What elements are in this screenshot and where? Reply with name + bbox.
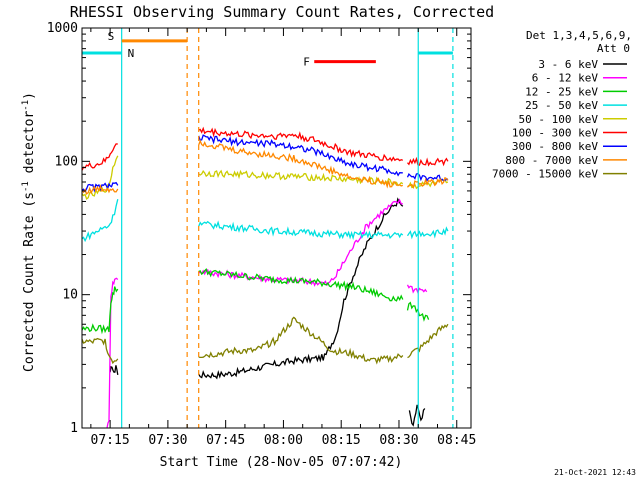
series-1-segment-3 xyxy=(408,404,426,427)
x-tick-label: 08:15 xyxy=(322,433,361,448)
series-8-segment-2 xyxy=(198,139,403,189)
series-9-segment-3 xyxy=(407,323,449,359)
x-tick-label: 08:00 xyxy=(264,433,303,448)
series-8-segment-3 xyxy=(406,176,449,190)
y-axis-label-mid: detector xyxy=(22,111,37,182)
series-9 xyxy=(81,316,449,365)
legend-label-7: 300 - 800 keV xyxy=(512,140,598,153)
legend-label-3: 12 - 25 keV xyxy=(525,85,598,98)
series-4-segment-1 xyxy=(81,199,119,243)
series-5-segment-2 xyxy=(198,169,404,187)
series-6-segment-3 xyxy=(407,156,449,167)
series-3-segment-2 xyxy=(198,267,404,302)
series-5-segment-1 xyxy=(81,155,119,200)
series-3-segment-1 xyxy=(81,286,119,335)
series-1-segment-1 xyxy=(109,365,119,376)
chart-title: RHESSI Observing Summary Count Rates, Co… xyxy=(70,3,494,21)
legend-label-4: 25 - 50 keV xyxy=(525,99,598,112)
series-1-segment-2 xyxy=(198,197,404,380)
series-6 xyxy=(81,126,449,171)
series-9-segment-2 xyxy=(198,316,404,365)
x-axis-ticks: 07:15 07:30 07:45 08:00 08:15 08:30 08:45 xyxy=(90,28,476,448)
series-2 xyxy=(106,198,428,429)
series-2-segment-1 xyxy=(106,277,119,429)
legend-label-8: 800 - 7000 keV xyxy=(505,154,598,167)
series-6-segment-2 xyxy=(198,126,403,162)
series-4 xyxy=(81,199,449,243)
legend-header-line1: Det 1,3,4,5,6,9, xyxy=(526,29,632,42)
y-axis-label-sup2: -1 xyxy=(21,100,31,111)
x-tick-label: 08:30 xyxy=(379,433,418,448)
series-8 xyxy=(81,139,449,195)
series-7-segment-1 xyxy=(81,181,119,193)
flag-label-F: F xyxy=(303,56,310,69)
series-2-segment-3 xyxy=(406,284,428,294)
series-7-segment-3 xyxy=(406,172,449,182)
legend-label-9: 7000 - 15000 keV xyxy=(492,168,598,181)
legend-label-1: 3 - 6 keV xyxy=(538,58,598,71)
legend-label-2: 6 - 12 keV xyxy=(532,72,599,85)
series-layer xyxy=(81,126,449,429)
legend-label-6: 100 - 300 keV xyxy=(512,127,598,140)
y-axis-label: Corrected Count Rate (s-1 detector-1) xyxy=(21,92,37,372)
footer-timestamp: 21-Oct-2021 12:43 xyxy=(554,468,636,477)
y-axis-ticks: 1 10 100 1000 xyxy=(47,21,471,436)
y-tick-label: 100 xyxy=(55,154,78,169)
series-3 xyxy=(81,267,430,335)
series-6-segment-1 xyxy=(81,143,118,171)
flag-label-N: N xyxy=(128,47,135,60)
series-7-segment-2 xyxy=(198,134,403,177)
x-axis-label: Start Time (28-Nov-05 07:07:42) xyxy=(160,455,403,470)
y-tick-label: 1000 xyxy=(47,21,78,36)
y-tick-label: 1 xyxy=(70,421,78,436)
y-axis-label-main: Corrected Count Rate (s xyxy=(22,192,37,372)
x-tick-label: 07:45 xyxy=(206,433,245,448)
x-tick-label: 08:45 xyxy=(437,433,476,448)
markers-layer: SN F xyxy=(82,28,454,428)
x-tick-label: 07:30 xyxy=(148,433,187,448)
series-4-segment-3 xyxy=(406,226,449,240)
y-tick-label: 10 xyxy=(62,288,78,303)
series-5 xyxy=(81,155,449,200)
series-8-segment-1 xyxy=(81,184,119,195)
series-1 xyxy=(109,197,426,427)
x-tick-label: 07:15 xyxy=(91,433,130,448)
series-9-segment-1 xyxy=(81,337,119,365)
legend-header-line2: Att 0 xyxy=(597,42,630,55)
plot-frame xyxy=(81,27,472,429)
flag-label-S: S xyxy=(108,30,115,43)
legend-label-5: 50 - 100 keV xyxy=(519,113,599,126)
y-axis-label-sup1: -1 xyxy=(21,181,31,192)
series-4-segment-2 xyxy=(198,220,404,241)
y-axis-label-end: ) xyxy=(22,92,37,100)
